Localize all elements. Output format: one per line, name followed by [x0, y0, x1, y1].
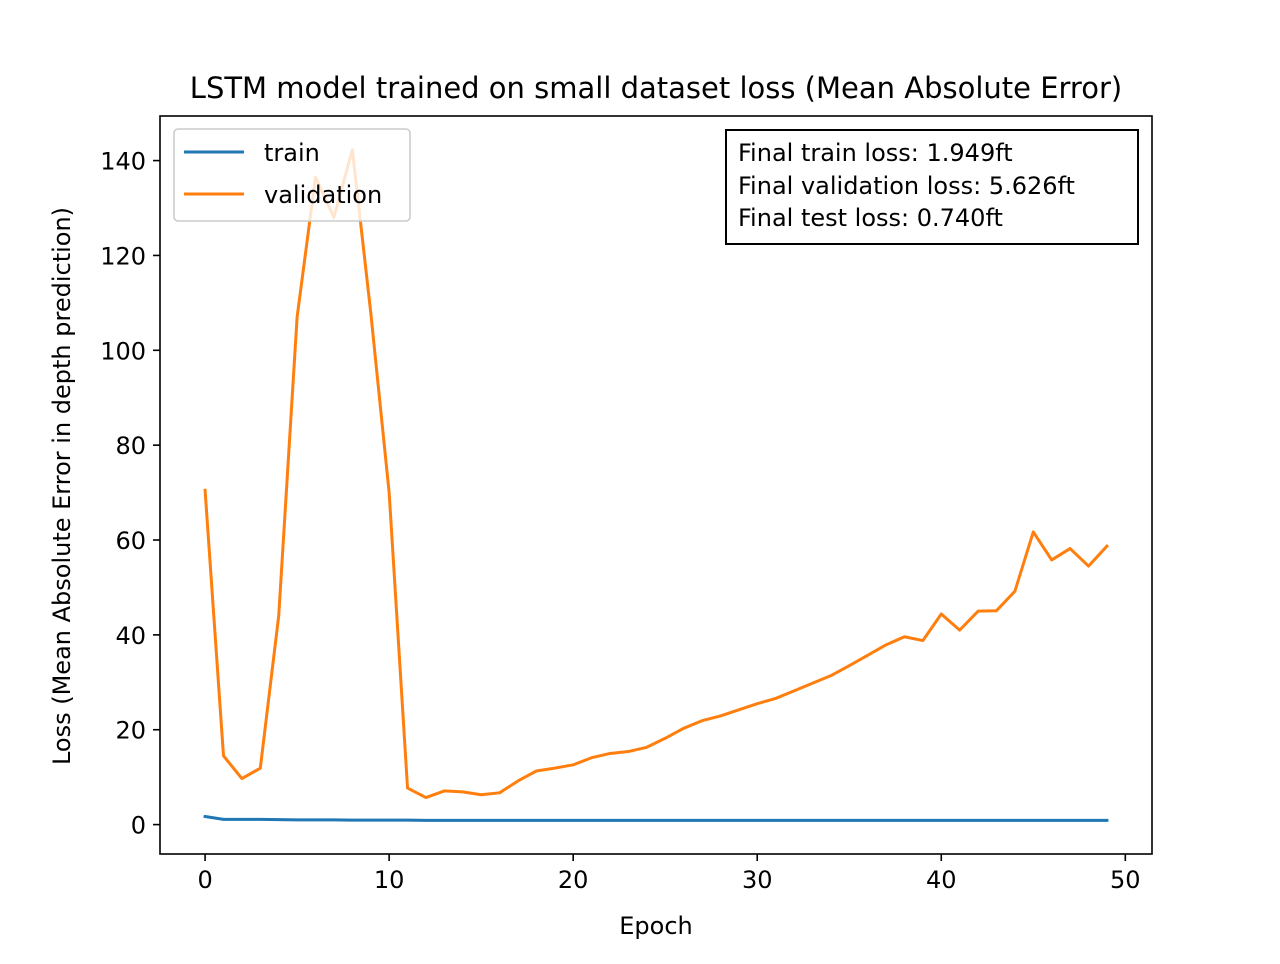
series-line-train: [203, 814, 1109, 822]
x-tick-label: 10: [374, 866, 405, 894]
y-axis-label: Loss (Mean Absolute Error in depth predi…: [48, 207, 76, 765]
legend-label-train: train: [264, 139, 320, 167]
legend-label-validation: validation: [264, 181, 382, 209]
y-tick-label: 100: [100, 337, 146, 365]
legend: train validation: [173, 128, 411, 222]
x-axis: 0 10 20 30 40 50: [197, 854, 1141, 894]
y-tick-label: 60: [115, 527, 146, 555]
x-tick-label: 50: [1110, 866, 1141, 894]
chart-title: LSTM model trained on small dataset loss…: [190, 71, 1122, 105]
annotation-line-train: Final train loss: 1.949ft: [738, 139, 1013, 167]
y-tick-label: 140: [100, 148, 146, 176]
x-axis-label: Epoch: [619, 912, 693, 940]
y-tick-label: 40: [115, 622, 146, 650]
y-tick-label: 20: [115, 717, 146, 745]
annotation-line-test: Final test loss: 0.740ft: [738, 204, 1003, 232]
y-tick-label: 80: [115, 432, 146, 460]
x-tick-label: 30: [742, 866, 773, 894]
y-tick-label: 0: [131, 812, 146, 840]
x-tick-label: 40: [926, 866, 957, 894]
x-tick-label: 0: [197, 866, 212, 894]
y-axis: 0 20 40 60 80 100 120 140: [100, 148, 160, 840]
annotation-line-validation: Final validation loss: 5.626ft: [738, 172, 1075, 200]
x-tick-label: 20: [558, 866, 589, 894]
plot-frame: [159, 115, 1153, 855]
final-loss-annotation: Final train loss: 1.949ft Final validati…: [725, 129, 1139, 245]
y-tick-label: 120: [100, 242, 146, 270]
annotation-box: [725, 129, 1139, 245]
